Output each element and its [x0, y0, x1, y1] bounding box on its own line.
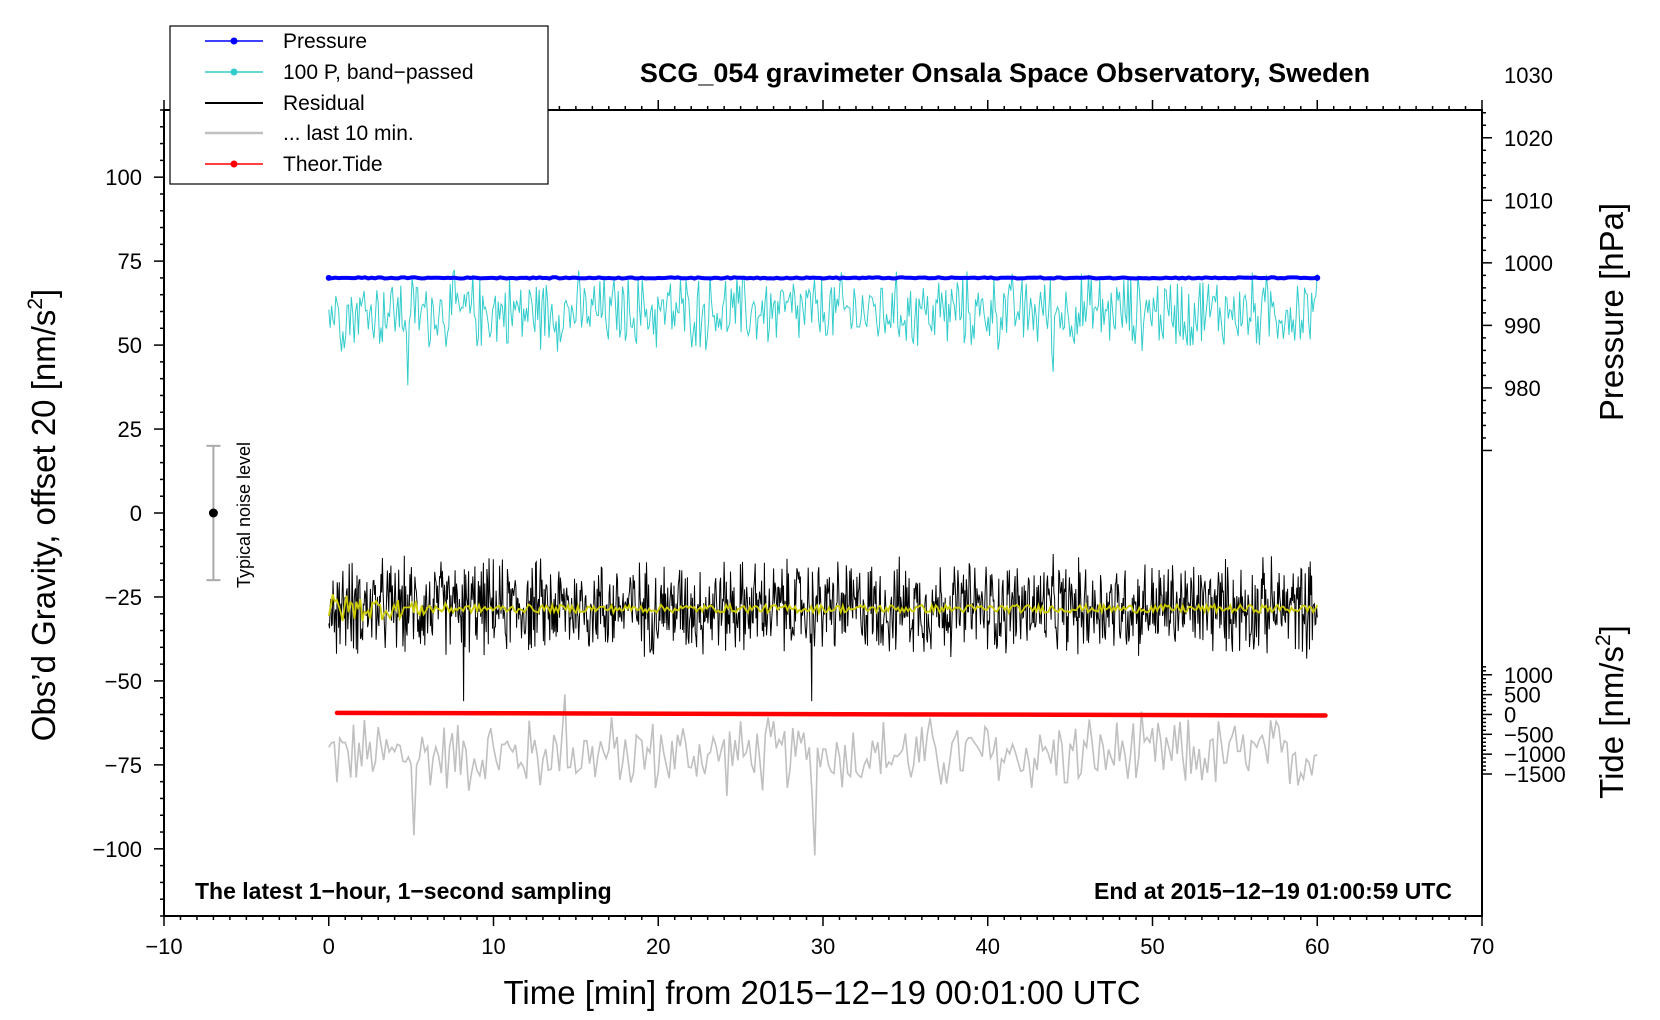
x-tick-label: 30 [811, 934, 835, 959]
tide-axis-label-end: ] [1593, 625, 1630, 634]
y-tick-label: 75 [118, 249, 142, 274]
legend-item-theor-tide: Theor.Tide [205, 153, 383, 176]
legend-label-residual: Residual [283, 92, 365, 115]
y-tick-label: 100 [105, 165, 142, 190]
series-band-passed-pressure [328, 269, 1318, 386]
y-tick-label: −50 [105, 669, 142, 694]
tide-tick-label: 0 [1504, 702, 1516, 727]
pressure-axis-ticks: 980 990 1000 1010 1020 1030 [1482, 63, 1553, 452]
tide-tick-label: −500 [1504, 722, 1554, 747]
legend-label-band-passed: 100 P, band−passed [283, 61, 474, 84]
tide-tick-label: 500 [1504, 683, 1541, 708]
chart-title: SCG_054 gravimeter Onsala Space Observat… [640, 58, 1370, 88]
tide-tick-label: 1000 [1504, 663, 1553, 688]
y-tick-label: 50 [118, 333, 142, 358]
x-tick-label: 10 [481, 934, 505, 959]
pressure-axis-label: Pressure [hPa] [1593, 203, 1630, 421]
legend-item-last-10-min: ... last 10 min. [205, 122, 414, 145]
pressure-tick-label: 990 [1504, 313, 1541, 338]
legend-marker-pressure [230, 37, 238, 45]
y-tick-label: −75 [105, 753, 142, 778]
y-tick-label: −100 [92, 837, 142, 862]
x-tick-label: 60 [1305, 934, 1329, 959]
noise-level-label: Typical noise level [234, 442, 254, 588]
tide-tick-label: −1000 [1504, 742, 1566, 767]
series-smoothed-residual [327, 594, 1319, 622]
series-theoretical-tide [334, 710, 1328, 718]
tide-axis-label-sup: 2 [1592, 634, 1615, 646]
pressure-tick-label: 1030 [1504, 63, 1553, 88]
legend-label-last-10-min: ... last 10 min. [283, 122, 414, 145]
end-time-note: End at 2015−12−19 01:00:59 UTC [1094, 878, 1452, 904]
legend: Pressure 100 P, band−passed Residual ...… [169, 25, 549, 185]
series-last-10-min [328, 694, 1318, 856]
legend-label-theor-tide: Theor.Tide [283, 153, 383, 176]
legend-marker-theor-tide [230, 160, 238, 168]
legend-marker-band-passed [230, 68, 238, 76]
y-axis-label-left-end: ] [25, 289, 62, 298]
pressure-tick-label: 980 [1504, 376, 1541, 401]
x-tick-label: 0 [323, 934, 335, 959]
series-residual [328, 553, 1318, 702]
x-axis-ticks: −10 0 10 20 30 40 50 60 70 [145, 100, 1494, 959]
legend-label-pressure: Pressure [283, 30, 367, 53]
sampling-note: The latest 1−hour, 1−second sampling [195, 878, 612, 904]
x-axis-label: Time [min] from 2015−12−19 00:01:00 UTC [503, 974, 1140, 1011]
series-pressure-endpoint [1314, 274, 1321, 281]
noise-bar-center-dot [208, 508, 218, 518]
legend-box [169, 25, 549, 185]
x-tick-label: 70 [1470, 934, 1494, 959]
pressure-tick-label: 1020 [1504, 126, 1553, 151]
pressure-tick-label: 1010 [1504, 188, 1553, 213]
y-tick-label: 25 [118, 417, 142, 442]
tide-axis-label: Tide [nm/s2] [1592, 625, 1630, 799]
y-axis-label-left-sup: 2 [24, 298, 47, 310]
x-tick-label: 50 [1140, 934, 1164, 959]
x-tick-label: −10 [145, 934, 182, 959]
legend-item-pressure: Pressure [205, 30, 367, 53]
series-pressure-endpoint [325, 274, 332, 281]
plot-frame [163, 109, 1483, 917]
y-axis-label-left: Obs’d Gravity, offset 20 [nm/s2] [24, 289, 62, 741]
legend-item-band-passed: 100 P, band−passed [205, 61, 474, 84]
x-tick-label: 20 [646, 934, 670, 959]
y-tick-label: −25 [105, 585, 142, 610]
legend-item-residual: Residual [205, 92, 365, 115]
tide-tick-label: −1500 [1504, 762, 1566, 787]
left-y-axis-ticks: −100 −75 −50 −25 0 25 50 75 100 [92, 109, 164, 917]
noise-level-indicator [206, 444, 221, 582]
y-tick-label: 0 [130, 501, 142, 526]
series-pressure [326, 275, 1320, 281]
series-lines [325, 269, 1328, 856]
x-tick-label: 40 [976, 934, 1000, 959]
pressure-tick-label: 1000 [1504, 251, 1553, 276]
